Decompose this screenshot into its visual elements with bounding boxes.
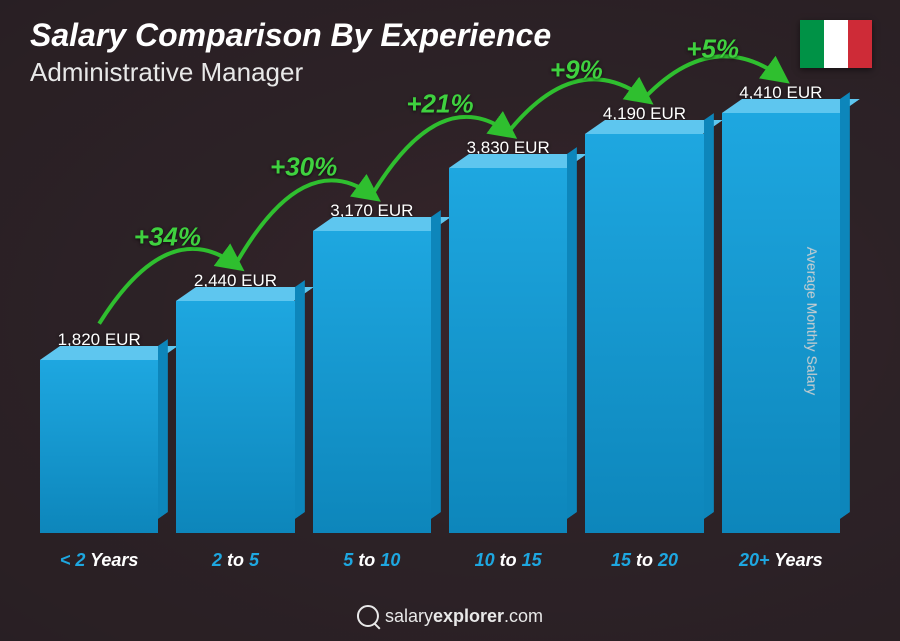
brand-domain: .com	[504, 606, 543, 626]
growth-label: +9%	[550, 54, 603, 85]
growth-label: +30%	[270, 152, 337, 183]
x-axis-label: 10 to 15	[449, 550, 567, 571]
page-subtitle: Administrative Manager	[30, 57, 551, 88]
bar-front-face	[722, 113, 840, 533]
bar-top-face	[176, 287, 314, 301]
bar-side-face	[840, 92, 850, 519]
bar-front-face	[176, 301, 294, 533]
x-axis-label: < 2 Years	[40, 550, 158, 571]
brand-prefix: salary	[385, 606, 433, 626]
growth-label: +5%	[686, 34, 739, 65]
bar-side-face	[567, 147, 577, 519]
bar-top-face	[585, 120, 723, 134]
x-axis-label: 20+ Years	[722, 550, 840, 571]
growth-label: +21%	[406, 89, 473, 120]
footer-brand: salaryexplorer.com	[357, 605, 543, 627]
page-title: Salary Comparison By Experience	[30, 18, 551, 53]
bar	[313, 231, 431, 533]
bar-col: 1,820 EUR	[40, 330, 158, 533]
bar	[722, 113, 840, 533]
x-axis-labels: < 2 Years 2 to 5 5 to 10 10 to 15 15 to 20 20…	[40, 550, 840, 571]
bar-col: 4,190 EUR	[585, 104, 703, 533]
bar-side-face	[704, 113, 714, 519]
bar-side-face	[295, 280, 305, 519]
bar	[176, 301, 294, 533]
country-flag-italy	[800, 20, 872, 68]
x-axis-label: 2 to 5	[176, 550, 294, 571]
bar-col: 4,410 EUR	[722, 83, 840, 533]
bar-front-face	[585, 134, 703, 533]
bar-side-face	[158, 339, 168, 519]
flag-stripe-red	[848, 20, 872, 68]
salary-chart: 1,820 EUR 2,440 EUR 3,170 EUR 3,830 EUR …	[40, 90, 840, 571]
bar-col: 3,830 EUR	[449, 138, 567, 533]
brand-suffix: explorer	[433, 606, 504, 626]
bar	[449, 168, 567, 533]
flag-stripe-white	[824, 20, 848, 68]
flag-stripe-green	[800, 20, 824, 68]
header: Salary Comparison By Experience Administ…	[30, 18, 551, 88]
x-axis-label: 5 to 10	[313, 550, 431, 571]
bars-container: 1,820 EUR 2,440 EUR 3,170 EUR 3,830 EUR …	[40, 90, 840, 533]
bar	[585, 134, 703, 533]
bar-col: 3,170 EUR	[313, 201, 431, 533]
x-axis-label: 15 to 20	[585, 550, 703, 571]
bar-front-face	[313, 231, 431, 533]
growth-label: +34%	[134, 221, 201, 252]
bar-front-face	[449, 168, 567, 533]
magnifier-icon	[357, 605, 379, 627]
bar-side-face	[431, 210, 441, 519]
bar	[40, 360, 158, 533]
y-axis-title: Average Monthly Salary	[804, 246, 820, 394]
bar-col: 2,440 EUR	[176, 271, 294, 533]
brand-text: salaryexplorer.com	[385, 606, 543, 627]
bar-front-face	[40, 360, 158, 533]
